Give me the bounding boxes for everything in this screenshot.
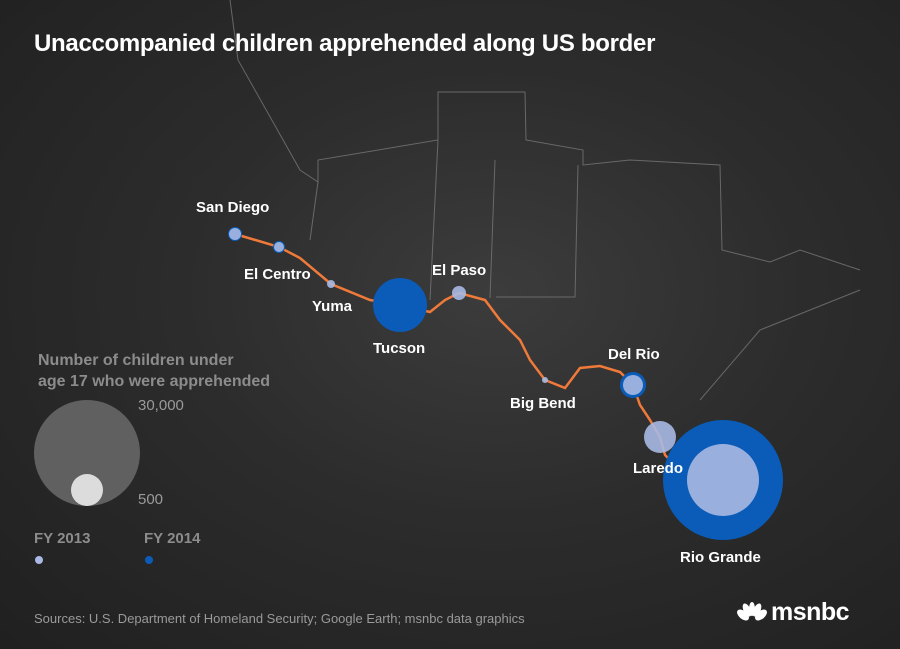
site-label: Tucson bbox=[373, 340, 426, 357]
legend-fy2014: FY 2014 bbox=[144, 530, 201, 547]
legend-dot-fy2014 bbox=[145, 556, 153, 564]
legend-min-label: 500 bbox=[138, 491, 164, 508]
legend-title-line: age 17 who were apprehended bbox=[38, 373, 271, 390]
site-label: El Paso bbox=[432, 262, 487, 279]
page-title: Unaccompanied children apprehended along… bbox=[34, 30, 656, 57]
site-label: Big Bend bbox=[510, 395, 576, 412]
legend-dot-fy2013 bbox=[35, 556, 43, 564]
marker-fy2013 bbox=[274, 242, 284, 252]
legend-title: Number of children under age 17 who were… bbox=[38, 350, 270, 392]
legend-max-label: 30,000 bbox=[138, 397, 184, 414]
marker-fy2013 bbox=[644, 421, 676, 453]
marker-fy2014 bbox=[373, 278, 427, 332]
legend-fy2013: FY 2013 bbox=[34, 530, 91, 547]
marker-fy2013 bbox=[229, 228, 241, 240]
site-label: Laredo bbox=[633, 460, 684, 477]
border-line bbox=[234, 232, 681, 471]
marker-fy2013 bbox=[687, 444, 759, 516]
state-boundaries bbox=[229, 0, 861, 401]
legend-title-line: Number of children under bbox=[38, 352, 234, 369]
marker-fy2013 bbox=[542, 377, 548, 383]
logo-text: msnbc bbox=[771, 598, 850, 626]
peacock-icon bbox=[737, 601, 767, 620]
marker-fy2013 bbox=[327, 280, 335, 288]
marker-fy2013 bbox=[452, 286, 466, 300]
site-label: El Centro bbox=[244, 266, 311, 283]
site-label: Yuma bbox=[312, 298, 353, 315]
marker-fy2013 bbox=[623, 375, 643, 395]
site-label: Rio Grande bbox=[680, 549, 761, 566]
msnbc-logo: msnbc bbox=[737, 598, 850, 627]
site-label: Del Rio bbox=[608, 346, 660, 363]
site-label: San Diego bbox=[196, 199, 270, 216]
source-note: Sources: U.S. Department of Homeland Sec… bbox=[34, 611, 525, 626]
